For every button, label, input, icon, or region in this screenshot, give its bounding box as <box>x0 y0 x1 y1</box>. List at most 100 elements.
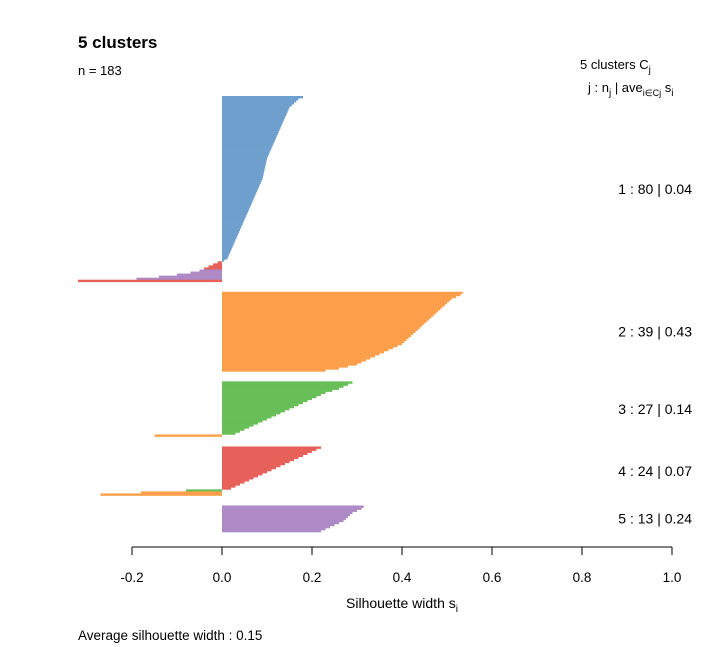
silhouette-bar-c2-10 <box>222 310 438 313</box>
silhouette-bar-c2-3 <box>222 295 456 299</box>
silhouette-bar-c1-62 <box>222 220 244 223</box>
silhouette-bar-c4-4 <box>222 452 308 455</box>
silhouette-bar-c1-76 <box>222 249 231 252</box>
silhouette-bar-c2-2 <box>222 293 461 297</box>
silhouette-bar-c1-79 <box>222 255 229 258</box>
silhouette-bar-c4-6 <box>222 456 299 460</box>
cluster-header-line1: 5 clusters Cj <box>580 57 651 76</box>
silhouette-bar-c1-31 <box>222 157 267 160</box>
average-silhouette-width: Average silhouette width : 0.15 <box>78 628 262 643</box>
x-axis-label-main: Silhouette width s <box>346 595 456 611</box>
silhouette-bar-c5-9 <box>222 521 339 525</box>
silhouette-bar-c2-37 <box>222 365 348 368</box>
silhouette-bar-c1-91 <box>78 279 222 283</box>
silhouette-bar-c1-25 <box>222 144 273 148</box>
cluster-header-sub: j <box>648 65 651 76</box>
silhouette-bar-c5-11 <box>222 525 330 529</box>
silhouette-bar-c2-24 <box>222 338 407 342</box>
silhouette-bar-c1-86 <box>199 269 222 272</box>
x-axis-label: Silhouette width si <box>346 595 458 615</box>
silhouette-bar-c3-1 <box>222 381 353 384</box>
silhouette-bar-c1-51 <box>222 198 254 201</box>
silhouette-bar-c2-21 <box>222 332 414 335</box>
silhouette-bar-c4-22 <box>186 489 222 492</box>
silhouette-bar-c1-63 <box>222 222 243 225</box>
silhouette-bar-c4-15 <box>222 475 258 478</box>
silhouette-bar-c1-12 <box>222 118 285 121</box>
silhouette-bar-c2-27 <box>222 344 398 348</box>
silhouette-bar-c2-28 <box>222 346 393 350</box>
silhouette-bars <box>78 96 463 533</box>
silhouette-bar-c3-22 <box>222 424 254 427</box>
silhouette-bar-c5-13 <box>222 529 321 533</box>
silhouette-bar-c2-26 <box>222 342 402 346</box>
header-mid-sub: i∈Cj <box>643 88 661 98</box>
silhouette-bar-c4-10 <box>222 464 281 468</box>
silhouette-bar-c1-4 <box>222 102 294 105</box>
silhouette-bar-c1-19 <box>222 132 278 136</box>
silhouette-bar-c1-1 <box>222 96 303 99</box>
x-tick-label-3: 0.2 <box>303 570 322 585</box>
silhouette-bar-c1-70 <box>222 236 237 240</box>
silhouette-bar-c2-25 <box>222 340 405 344</box>
silhouette-bar-c1-54 <box>222 204 251 207</box>
silhouette-bar-c5-8 <box>222 519 344 523</box>
silhouette-bar-c1-74 <box>222 245 233 248</box>
silhouette-bar-c1-72 <box>222 240 235 244</box>
silhouette-bar-c1-32 <box>222 159 267 162</box>
silhouette-bar-c1-33 <box>222 161 267 164</box>
silhouette-bar-c4-9 <box>222 462 285 466</box>
silhouette-bar-c3-21 <box>222 422 258 425</box>
silhouette-bar-c1-61 <box>222 218 245 221</box>
silhouette-bar-c1-17 <box>222 128 280 132</box>
silhouette-bar-c1-6 <box>222 106 290 109</box>
silhouette-bar-c2-14 <box>222 318 429 321</box>
silhouette-bar-c3-8 <box>222 395 317 399</box>
silhouette-bar-c2-32 <box>222 355 375 358</box>
silhouette-bar-c4-13 <box>222 470 267 474</box>
silhouette-bar-c5-1 <box>222 505 364 508</box>
silhouette-bar-c1-66 <box>222 228 240 232</box>
silhouette-bar-c4-21 <box>222 487 231 490</box>
cluster-label-3: 3 : 27 | 0.14 <box>618 401 692 417</box>
header-j-sub: j <box>608 88 611 99</box>
silhouette-bar-c3-2 <box>222 383 348 386</box>
silhouette-bar-c1-55 <box>222 206 250 209</box>
silhouette-bar-c1-82 <box>217 261 222 264</box>
silhouette-bar-c4-2 <box>222 448 317 451</box>
silhouette-bar-c1-14 <box>222 122 283 125</box>
silhouette-bar-c1-78 <box>222 253 230 256</box>
header-s-sub: i <box>671 88 673 99</box>
silhouette-bar-c1-65 <box>222 226 241 230</box>
silhouette-bar-c1-18 <box>222 130 279 134</box>
silhouette-bar-c1-3 <box>222 100 297 103</box>
silhouette-bar-c5-12 <box>222 527 326 531</box>
silhouette-bar-c1-5 <box>222 104 292 107</box>
cluster-label-2: 2 : 39 | 0.43 <box>618 324 692 340</box>
silhouette-bar-c1-49 <box>222 193 256 197</box>
silhouette-bar-c1-64 <box>222 224 242 227</box>
silhouette-bar-c4-3 <box>222 450 312 453</box>
silhouette-bar-c2-33 <box>222 357 371 360</box>
silhouette-bar-c4-8 <box>222 460 290 464</box>
silhouette-bar-c4-7 <box>222 458 294 462</box>
silhouette-bar-c1-43 <box>222 181 261 185</box>
silhouette-bar-c4-16 <box>222 477 254 480</box>
silhouette-bar-c1-77 <box>222 251 231 254</box>
x-tick-label-6: 0.8 <box>573 570 592 585</box>
silhouette-bar-c1-59 <box>222 214 247 217</box>
silhouette-bar-c4-1 <box>222 446 321 449</box>
silhouette-bar-c1-29 <box>222 153 269 156</box>
silhouette-bar-c3-20 <box>222 420 263 423</box>
silhouette-bar-c3-25 <box>222 430 240 433</box>
x-axis-label-sub: i <box>456 604 458 615</box>
silhouette-bar-c1-37 <box>222 169 265 172</box>
silhouette-bar-c1-8 <box>222 110 288 113</box>
silhouette-bar-c1-58 <box>222 212 248 215</box>
silhouette-bar-c1-56 <box>222 208 249 211</box>
silhouette-bar-c3-16 <box>222 411 281 415</box>
silhouette-bar-c3-14 <box>222 407 290 411</box>
silhouette-bar-c1-40 <box>222 175 263 178</box>
silhouette-bar-c1-60 <box>222 216 246 219</box>
